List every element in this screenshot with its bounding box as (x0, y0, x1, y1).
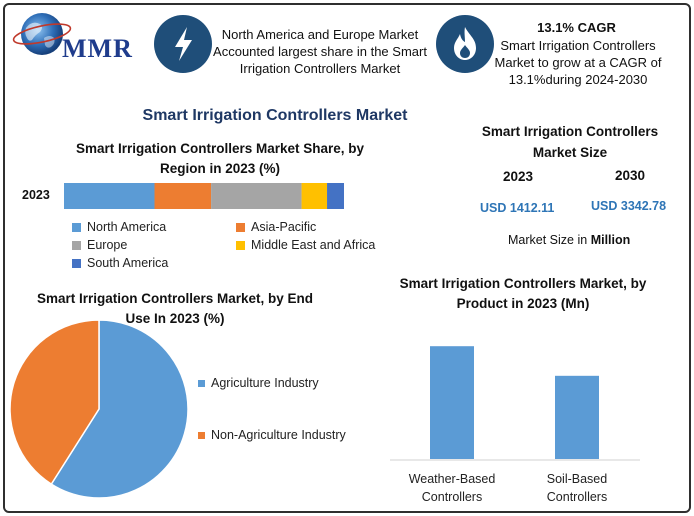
legend-item: South America (72, 256, 168, 270)
legend-label: Middle East and Africa (251, 238, 376, 252)
region-bar-segment (64, 183, 155, 209)
value-2023: USD 1412.11 (480, 201, 555, 215)
market-size-note-unit: Million (590, 233, 631, 247)
legend-swatch (236, 240, 245, 250)
lightning-icon (175, 27, 192, 61)
region-chart-title: Smart Irrigation Controllers Market Shar… (75, 141, 365, 176)
pie-slice (9, 319, 100, 486)
product-chart-title: Smart Irrigation Controllers Market, by … (399, 276, 647, 311)
legend-swatch (198, 431, 205, 439)
cagr-heading: 13.1% CAGR (537, 20, 616, 35)
globe-icon (12, 13, 72, 55)
category-label: Controllers (422, 490, 482, 504)
pie-slice (50, 319, 189, 499)
year-2023: 2023 (502, 169, 534, 184)
legend-item: Non-Agriculture Industry (198, 428, 346, 442)
enduse-pie-chart (9, 319, 189, 499)
market-size-note: Market Size in Million (508, 233, 630, 247)
region-bar-segment (211, 183, 302, 209)
legend-label: Europe (87, 238, 128, 252)
legend-label: South America (87, 256, 169, 270)
highlight-text-cagr: Smart Irrigation Controllers Market to g… (494, 38, 662, 87)
legend-swatch (236, 222, 245, 232)
enduse-chart-title: Smart Irrigation Controllers Market, by … (36, 291, 314, 326)
flame-icon (454, 27, 476, 60)
legend-item: Europe (72, 238, 127, 252)
page-title: Smart Irrigation Controllers Market (142, 107, 408, 124)
highlight-icon-badge (154, 15, 212, 73)
category-label: Weather-Based (409, 472, 496, 486)
product-bar-chart: Weather-Based Controllers Soil-Based Contro… (390, 346, 640, 504)
market-size-title: Smart Irrigation Controllers Market Size (481, 124, 659, 160)
legend-item: Agriculture Industry (198, 376, 319, 390)
infographic-frame (3, 3, 691, 513)
region-bar-segment (154, 183, 212, 209)
legend-swatch (72, 258, 81, 268)
value-2030: USD 3342.78 (591, 199, 667, 213)
legend-label: Asia-Pacific (251, 220, 317, 234)
legend-label: Agriculture Industry (211, 376, 319, 390)
legend-item: North America (72, 220, 166, 234)
region-year-label: 2023 (22, 188, 50, 202)
legend-swatch (198, 379, 205, 387)
legend-item: Asia-Pacific (236, 220, 316, 234)
product-bar (430, 346, 474, 459)
legend-item: Middle East and Africa (236, 238, 375, 252)
category-label: Controllers (547, 490, 607, 504)
legend-swatch (72, 240, 81, 250)
legend-swatch (72, 222, 81, 232)
legend-label: Non-Agriculture Industry (211, 428, 346, 442)
region-stacked-bar (64, 183, 344, 209)
region-bar-segment (327, 183, 344, 209)
year-2030: 2030 (614, 168, 646, 183)
highlight-icon-badge (436, 15, 494, 73)
category-label: Soil-Based (547, 472, 607, 486)
product-bar (555, 375, 599, 459)
legend-label: North America (87, 220, 167, 234)
region-bar-segment (301, 183, 328, 209)
market-size-note-prefix: Market Size in (508, 233, 588, 247)
highlight-text-region: North America and Europe Market Accounte… (213, 27, 427, 76)
brand-name: MMR (62, 34, 133, 63)
